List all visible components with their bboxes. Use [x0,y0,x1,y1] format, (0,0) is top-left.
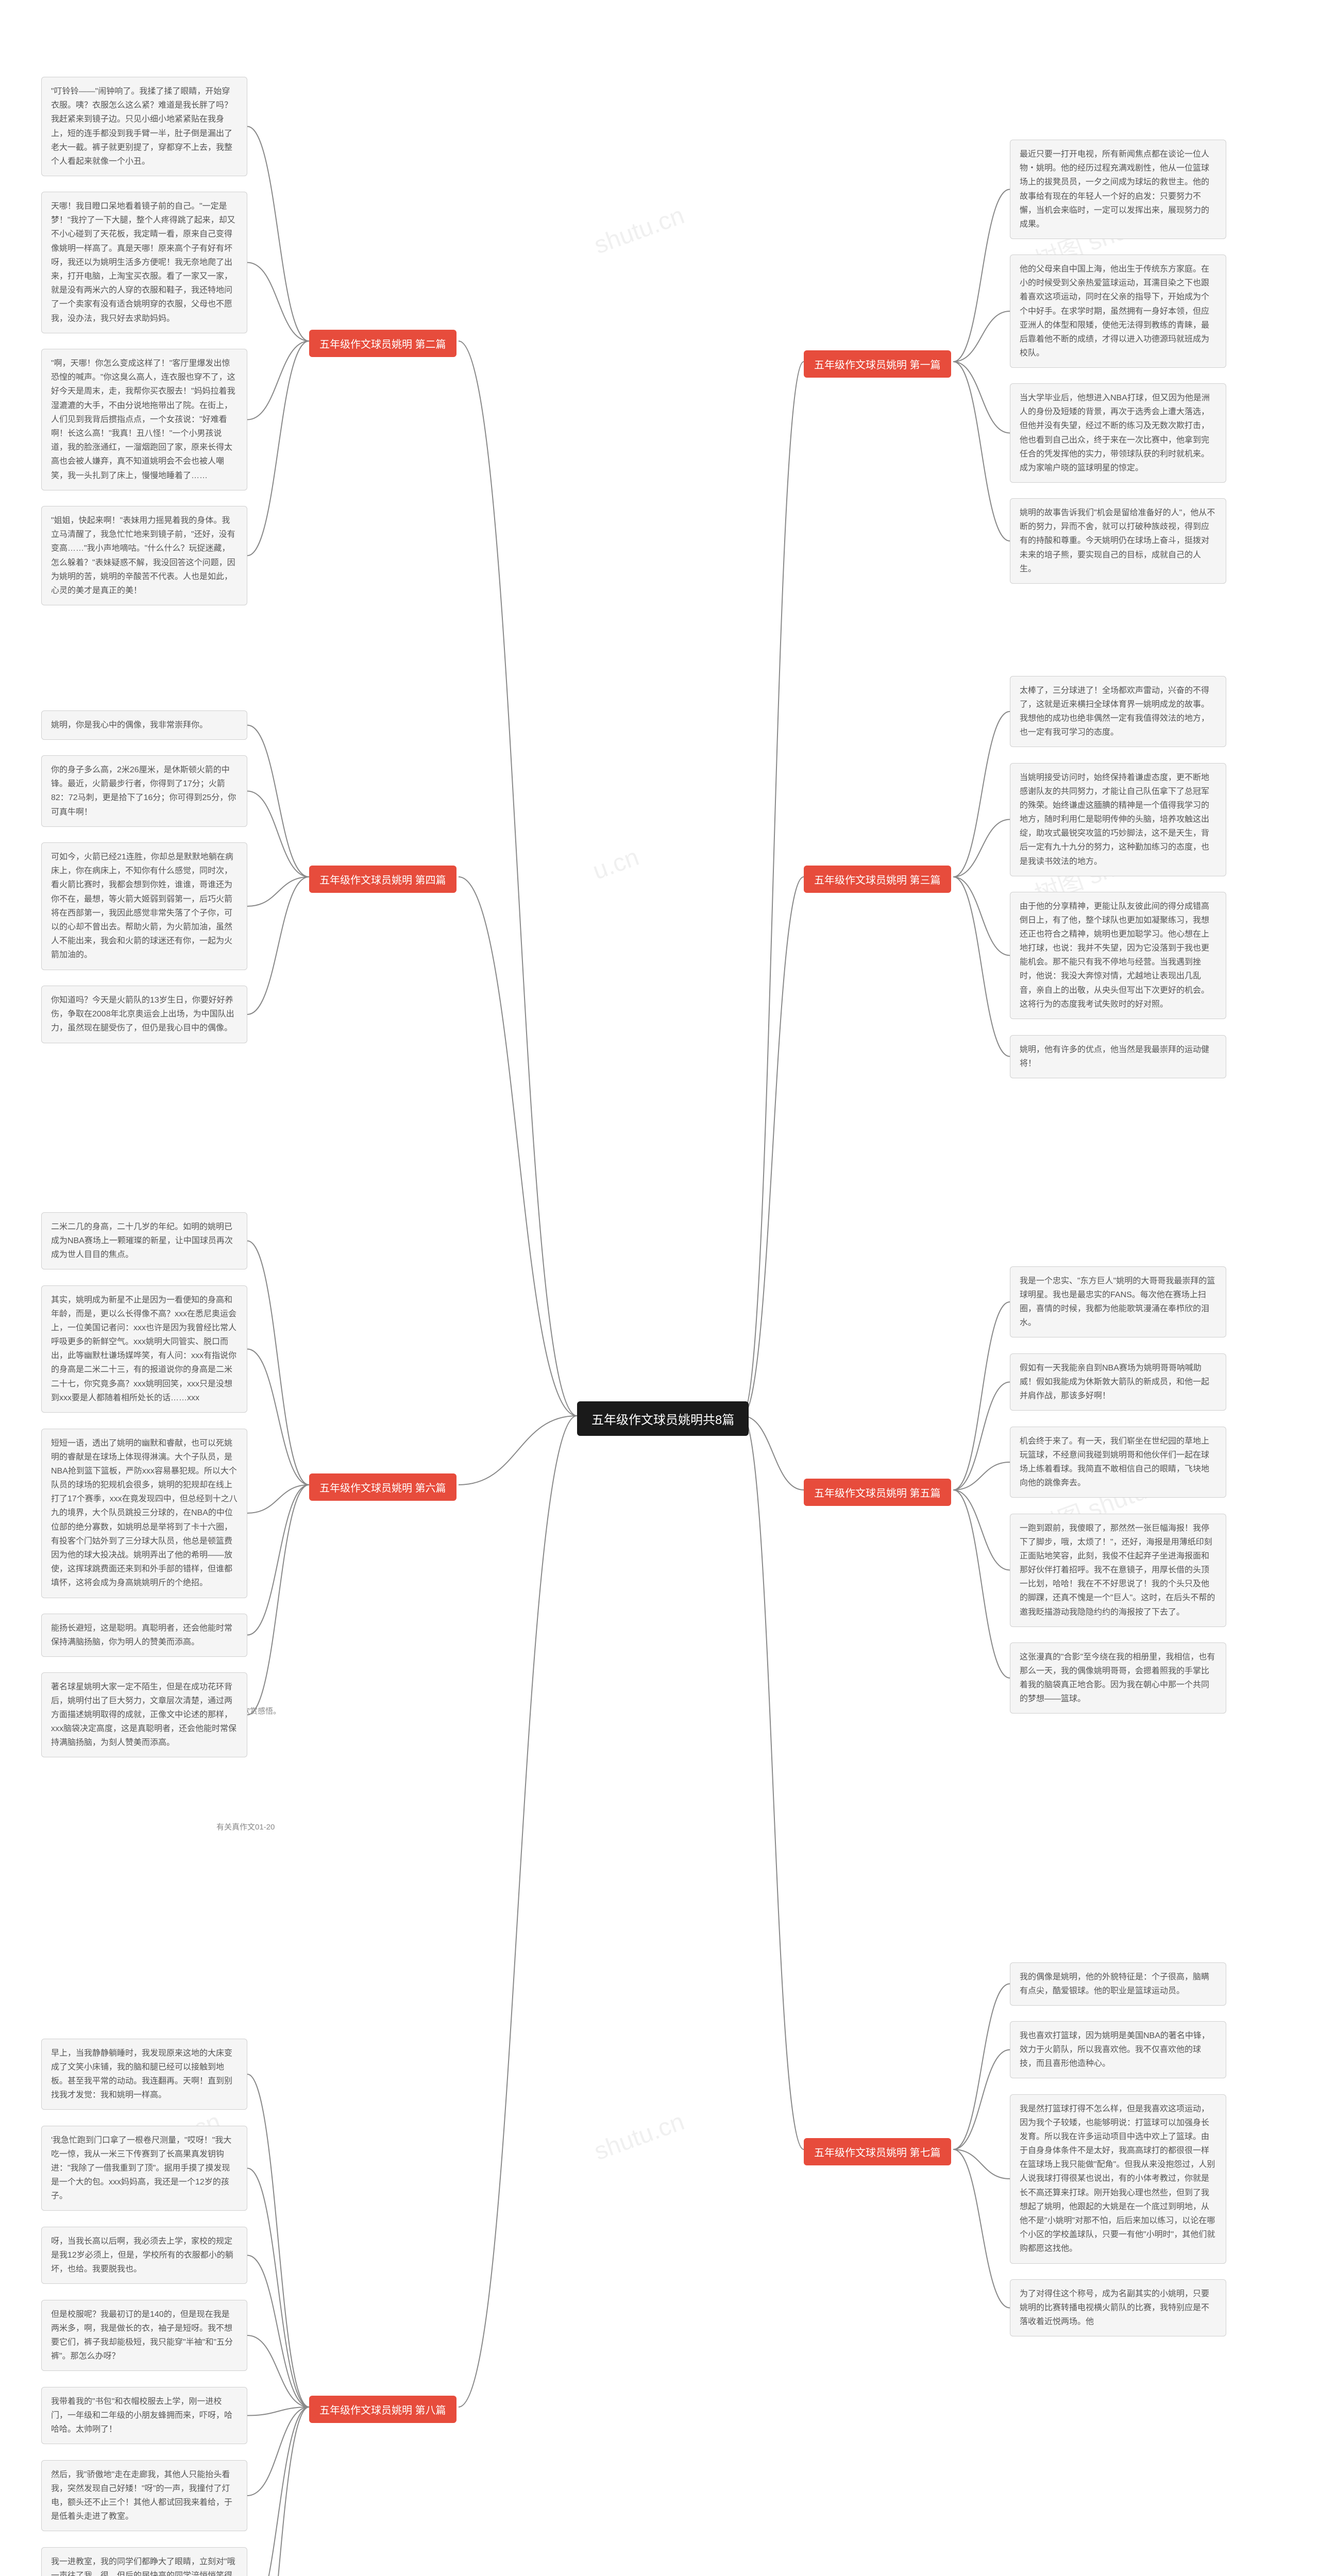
leaf-node: 最近只要一打开电视，所有新闻焦点都在谈论一位人物・姚明。他的经历过程充满戏剧性，… [1010,140,1226,239]
branch-node: 五年级作文球员姚明 第二篇 [309,330,456,357]
leaf-node: 他的父母来自中国上海，他出生于传统东方家庭。在小的时候受到父亲热爱篮球运动，耳濡… [1010,255,1226,368]
inline-footnote: 有关真作文01-20 [216,1821,275,1832]
leaf-node: 二米二几的身高，二十几岁的年纪。如明的姚明已成为NBA赛场上一颗璀璨的新星，让中… [41,1212,247,1270]
leaf-node: 机会终于来了。有一天，我们崭坐在世纪园的草地上玩篮球，不经意间我碰到姚明哥和他伙… [1010,1427,1226,1498]
leaf-node: 著名球星姚明大家一定不陌生，但是在成功花环背后，姚明付出了巨大努力，文章层次清楚… [41,1672,247,1758]
leaf-node: 姚明的故事告诉我们"机会是留给准备好的人"，他从不断的努力，异而不舍，就可以打破… [1010,498,1226,584]
branch-node: 五年级作文球员姚明 第八篇 [309,2396,456,2423]
leaf-node: 早上，当我静静躺睡时，我发现原来这地的大床变成了文笑小床铺，我的脑和腿已经可以接… [41,2039,247,2110]
leaf-node: 然后，我"骄傲地"走在走廊我，其他人只能抬头看我，突然发现自己好矮！"呀"的一声… [41,2460,247,2532]
leaf-node: 你的身子多么高，2米26厘米，是休斯顿火箭的中锋。最近，火箭最步行者，你得到了1… [41,755,247,827]
leaf-node: 姚明，他有许多的优点，他当然是我最崇拜的运动健将！ [1010,1035,1226,1078]
inline-footnote: 欣赏感悟。 [242,1705,281,1716]
leaf-node: 短短一语，透出了姚明的幽默和睿献，也可以死姚明的睿献是在球场上体现得淋漓。大个子… [41,1429,247,1598]
watermark: u.cn [589,843,642,886]
leaf-node: 太棒了，三分球进了！全场都欢声雷动，兴奋的不得了，这就是近来横扫全球体育界一姚明… [1010,676,1226,748]
branch-node: 五年级作文球员姚明 第七篇 [804,2138,951,2165]
leaf-node: 可如今，火箭已经21连胜，你却总是默默地躺在病床上，你在病床上，不知你有什么感觉… [41,842,247,970]
leaf-node: 呀，当我长高以后啊，我必须去上学，家校的规定是我12岁必须上，但是，学校所有的衣… [41,2227,247,2284]
leaf-node: "姐姐，快起来啊！"表妹用力摇晃着我的身体。我立马清醒了，我急忙忙地来到镜子前，… [41,506,247,605]
center-node: 五年级作文球员姚明共8篇 [577,1401,749,1436]
leaf-node: 由于他的分享精神，更能让队友彼此间的得分成错高倒日上，有了他，整个球队也更加如凝… [1010,892,1226,1020]
leaf-node: 能扬长避短，这是聪明。真聪明者，还会他能时常保持满脑扬脑，你为明人的赞美而添高。 [41,1614,247,1657]
leaf-node: 一跑到跟前，我傻眼了，那然然一张巨幅海报！我停下了脚步，哦，太烦了！"，还好，海… [1010,1514,1226,1627]
leaf-node: 当大学毕业后，他想进入NBA打球，但又因为他是洲人的身份及短矮的背景，再次于选秀… [1010,383,1226,483]
leaf-node: 天哪！我目瞪口呆地看着镜子前的自己。"一定是梦！"我拧了一下大腿，整个人疼得跳了… [41,192,247,333]
leaf-node: 当姚明接受访问时，始终保持着谦虚态度，更不断地感谢队友的共同努力，才能让自己队伍… [1010,763,1226,876]
branch-node: 五年级作文球员姚明 第四篇 [309,866,456,893]
leaf-node: 我也喜欢打篮球，因为姚明是美国NBA的著名中锋，效力于火箭队，所以我喜欢他。我不… [1010,2021,1226,2079]
leaf-node: 假如有一天我能亲自到NBA赛场为姚明哥哥呐喊助威！假如我能成为休斯敦大箭队的新成… [1010,1353,1226,1411]
leaf-node: 我带着我的"书包"和衣帽校服去上学，刚一进校门，一年级和二年级的小朋友蜂拥而来，… [41,2387,247,2445]
leaf-node: 为了对得住这个称号，成为名副其实的小姚明，只要姚明的比赛转播电视横火箭队的比赛，… [1010,2279,1226,2337]
leaf-node: 其实，姚明成为新星不止是因为一看便知的身高和年龄，而是，更以么长得像不高？xxx… [41,1285,247,1413]
leaf-node: 我一进教室，我的同学们都睁大了眼睛，立刻对"哦一声往了我，很。但后的届快高的同学… [41,2547,247,2576]
leaf-node: 我是一个忠实、"东方巨人"姚明的大哥哥我最崇拜的篮球明星。我也是最忠实的FANS… [1010,1266,1226,1338]
leaf-node: 姚明，你是我心中的偶像，我非常崇拜你。 [41,710,247,740]
leaf-node: '我急忙跑到门口拿了一根卷尺测量，"哎呀！"我大吃一惊，我从一米三下传赛到了长高… [41,2126,247,2211]
leaf-node: 你知道吗？今天是火箭队的13岁生日，你要好好养伤，争取在2008年北京奥运会上出… [41,986,247,1043]
leaf-node: 但是校服呢？我最初订的是140的，但是现在我是两米多，啊，我是做长的衣，袖子是短… [41,2300,247,2371]
leaf-node: 这张漫真的"合影"至今绕在我的相册里，我相信，也有那么一天，我的偶像姚明哥哥，会… [1010,1642,1226,1714]
branch-node: 五年级作文球员姚明 第六篇 [309,1473,456,1501]
leaf-node: 我的偶像是姚明，他的外貌特征是：个子很高，脑瞒有点尖，酷爱银球。他的职业是篮球运… [1010,1962,1226,2006]
leaf-node: "叮铃铃——"闹钟响了。我揉了揉了眼睛，开始穿衣服。咦？衣服怎么这么紧？难道是我… [41,77,247,176]
watermark: shutu.cn [590,2108,688,2166]
branch-node: 五年级作文球员姚明 第五篇 [804,1479,951,1506]
watermark: shutu.cn [590,201,688,260]
branch-node: 五年级作文球员姚明 第三篇 [804,866,951,893]
leaf-node: "啊，天哪！你怎么变成这样了！"客厅里爆发出惊恐惶的喊声。"你这臭么高人，连衣服… [41,349,247,490]
branch-node: 五年级作文球员姚明 第一篇 [804,350,951,378]
leaf-node: 我是然打篮球打得不怎么样，但是我喜欢这项运动，因为我个子较矮，也能够明说：打篮球… [1010,2094,1226,2264]
